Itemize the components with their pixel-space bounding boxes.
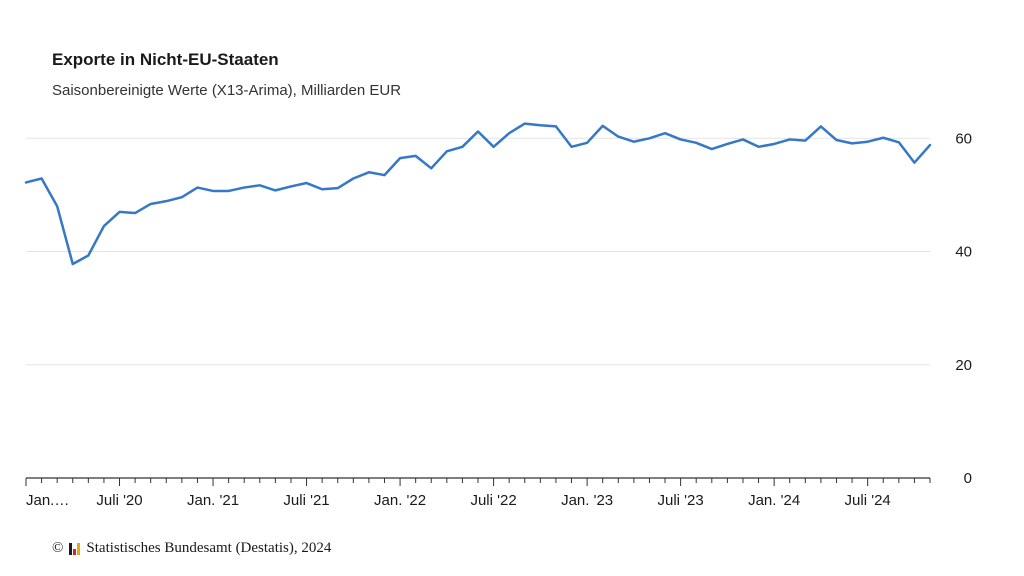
x-tick-label: Jan. '23 [561,492,613,509]
x-tick-label: Jan. '21 [187,492,239,509]
x-tick-label: Juli '22 [470,492,516,509]
x-tick-label: Juli '23 [658,492,704,509]
x-tick-label: Juli '24 [845,492,891,509]
chart-subtitle: Saisonbereinigte Werte (X13-Arima), Mill… [52,82,402,99]
copyright-symbol: © [52,540,64,556]
series-line [24,122,932,266]
y-tick-label-60: 60 [955,130,972,147]
source-credit: © Statistisches Bundesamt (Destatis), 20… [52,540,331,557]
x-tick-label: Jan.… [26,492,69,509]
y-tick-label-0: 0 [964,470,972,487]
x-tick-label: Jan. '22 [374,492,426,509]
y-tick-label-20: 20 [955,357,972,374]
y-tick-label-40: 40 [955,244,972,261]
x-tick-label: Juli '20 [96,492,142,509]
x-tick-label: Juli '21 [283,492,329,509]
x-tick-label: Jan. '24 [748,492,800,509]
destatis-logo-icon [69,542,81,555]
source-text: Statistisches Bundesamt (Destatis), 2024 [86,540,332,556]
chart-title: Exporte in Nicht-EU-Staaten [52,50,279,69]
